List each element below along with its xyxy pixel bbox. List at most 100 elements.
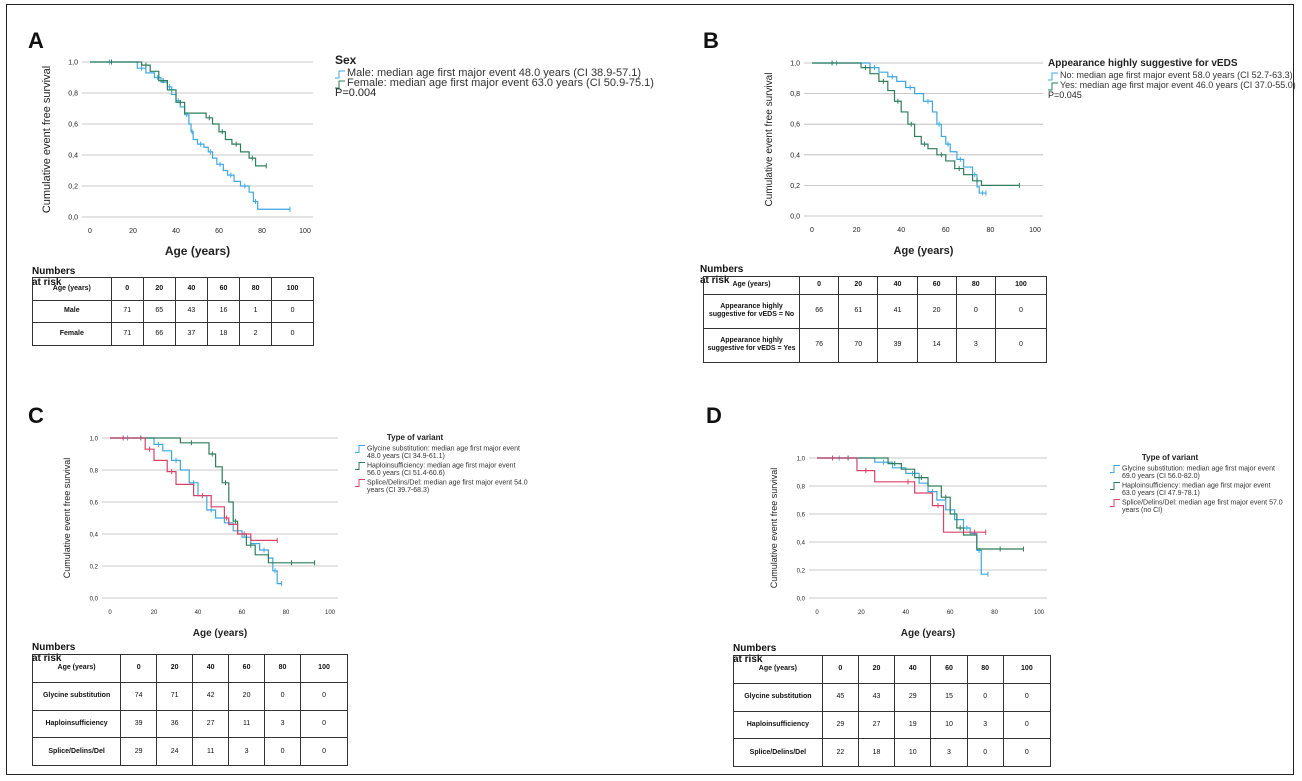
x-axis-label: Age (years) xyxy=(165,244,230,258)
risk-cell: Haploinsufficiency xyxy=(31,709,122,739)
risk-row: Haploinsufficiency 29 27 19 10 3 0 xyxy=(733,710,1052,740)
risk-cell: 29 xyxy=(894,682,932,712)
x-tick-label: 0 xyxy=(108,610,112,616)
survival-curve xyxy=(110,437,315,564)
panel-label-a: A xyxy=(28,28,44,53)
risk-cell: 0 xyxy=(1002,738,1052,767)
legend-title: Sex xyxy=(335,53,357,67)
risk-header-cell: 60 xyxy=(930,655,968,684)
x-tick-label: 80 xyxy=(987,227,995,234)
legend-entry: Female: median age first major event 63.… xyxy=(347,77,654,89)
risk-cell: 15 xyxy=(930,682,968,712)
risk-cell: 0 xyxy=(966,682,1004,712)
risk-cell: 0 xyxy=(966,738,1004,767)
y-tick-label: 0,4 xyxy=(90,533,99,539)
risk-header-cell: 100 xyxy=(1002,655,1052,684)
survival-curve xyxy=(817,457,1024,550)
risk-cell: 0 xyxy=(994,293,1048,329)
risk-header-cell: 100 xyxy=(300,654,348,683)
x-axis-label: Age (years) xyxy=(901,628,955,639)
x-tick-label: 100 xyxy=(1034,610,1045,616)
risk-cell: 0 xyxy=(264,681,302,711)
y-tick-label: 0,0 xyxy=(90,597,99,603)
y-tick-label: 0,2 xyxy=(790,183,800,190)
risk-cell: 18 xyxy=(857,738,896,767)
y-axis-label: Cumulative event free survival xyxy=(769,468,779,589)
x-tick-label: 80 xyxy=(258,228,266,235)
y-tick-label: 0,6 xyxy=(790,122,800,129)
risk-cell: 20 xyxy=(228,681,266,711)
y-axis-label: Cumulative event free survival xyxy=(764,73,775,207)
x-axis-label: Age (years) xyxy=(894,245,954,257)
panel-label-b: B xyxy=(703,28,719,53)
risk-header-cell: 20 xyxy=(857,655,896,684)
x-axis-label: Age (years) xyxy=(193,628,247,639)
risk-cell: 3 xyxy=(930,738,968,767)
y-tick-label: 0,0 xyxy=(68,215,78,222)
legend-entry: Haploinsufficiency: median age first maj… xyxy=(367,463,516,478)
risk-cell: 43 xyxy=(857,682,896,712)
risk-cell: 45 xyxy=(821,682,859,712)
legend-swatch xyxy=(335,70,345,79)
legend-swatch xyxy=(1048,82,1058,91)
risk-cell: 27 xyxy=(857,710,896,740)
risk-cell: Splice/Delins/Del xyxy=(733,738,823,767)
survival-curve xyxy=(817,457,986,533)
y-tick-label: 0,4 xyxy=(68,153,78,160)
x-tick-label: 80 xyxy=(283,610,290,616)
risk-cell: 11 xyxy=(192,737,230,766)
survival-curve xyxy=(817,457,988,575)
risk-table-b: Age (years) 0 20 40 60 80 100 Appearance highly… xyxy=(702,276,1048,364)
risk-cell: 39 xyxy=(877,327,918,364)
legend-entry: No: median age first major event 58.0 ye… xyxy=(1060,70,1293,80)
risk-header-cell: 40 xyxy=(894,655,932,684)
risk-cell: 70 xyxy=(838,327,879,364)
risk-header-row: Age (years) 0 20 40 60 80 100 xyxy=(733,655,1052,684)
risk-header-cell: Age (years) xyxy=(31,654,122,683)
risk-header-row: Age (years) 0 20 40 60 80 100 xyxy=(32,277,314,301)
y-tick-label: 0,0 xyxy=(797,597,806,603)
y-tick-label: 0,6 xyxy=(797,513,806,519)
survival-curve xyxy=(812,62,986,194)
x-tick-label: 100 xyxy=(325,610,336,616)
x-tick-label: 40 xyxy=(897,227,905,234)
legend-title: Type of variant xyxy=(1142,453,1199,462)
risk-row: Glycine substitution 45 43 29 15 0 0 xyxy=(733,682,1052,712)
legend-swatch xyxy=(355,479,365,487)
legend-swatch xyxy=(1048,72,1058,81)
survival-curve xyxy=(90,61,267,167)
x-tick-label: 40 xyxy=(172,228,180,235)
x-tick-label: 20 xyxy=(853,227,861,234)
km-plot-c: 0,0 0,2 0,4 0,6 0,8 1,0 0 20 40 60 80 100 Age (years… xyxy=(62,433,528,639)
risk-cell: 0 xyxy=(264,737,302,766)
risk-cell: 0 xyxy=(1002,682,1052,712)
legend-swatch xyxy=(355,445,365,453)
legend-entry: Haploinsufficiency: median age first maj… xyxy=(1122,483,1271,498)
risk-cell: 3 xyxy=(966,710,1004,740)
risk-cell: Appearance highly suggestive for vEDS = … xyxy=(702,327,801,364)
risk-header-row: Age (years) 0 20 40 60 80 100 xyxy=(702,276,1048,295)
x-tick-label: 0 xyxy=(88,228,92,235)
survival-curve xyxy=(90,61,290,210)
risk-cell: 22 xyxy=(821,738,859,767)
x-tick-label: 20 xyxy=(151,610,158,616)
x-tick-label: 60 xyxy=(942,227,950,234)
risk-header-cell: 60 xyxy=(228,654,266,683)
y-tick-label: 0,8 xyxy=(797,485,806,491)
risk-cell: 36 xyxy=(156,709,194,739)
legend-entry: Splice/Delins/Del: median age first majo… xyxy=(367,480,528,495)
x-tick-label: 100 xyxy=(299,228,311,235)
risk-cell: 0 xyxy=(300,709,348,739)
risk-header-cell: 20 xyxy=(156,654,194,683)
risk-row: Haploinsufficiency 39 36 27 11 3 0 xyxy=(31,709,348,739)
y-axis-label: Cumulative event free survival xyxy=(41,66,53,213)
x-tick-label: 20 xyxy=(129,228,137,235)
legend-swatch xyxy=(335,80,345,89)
risk-header-cell: 80 xyxy=(264,654,302,683)
risk-cell: 71 xyxy=(156,681,194,711)
risk-row: Glycine substitution 74 71 42 20 0 0 xyxy=(31,681,348,711)
risk-cell: 10 xyxy=(894,738,932,767)
risk-header-cell: 80 xyxy=(966,655,1004,684)
y-tick-label: 0,2 xyxy=(68,184,78,191)
